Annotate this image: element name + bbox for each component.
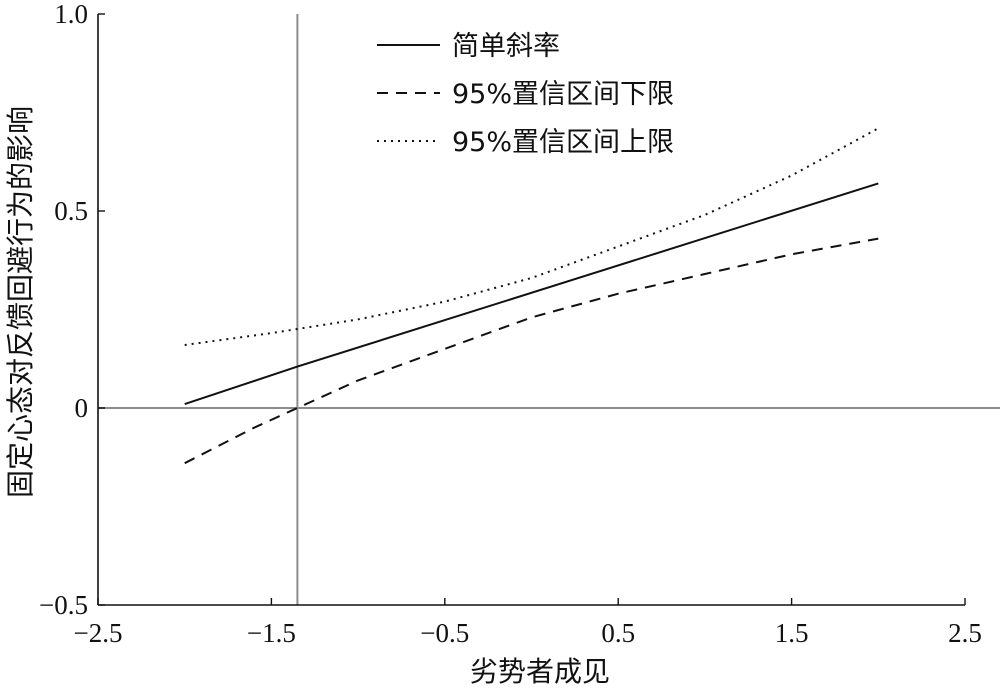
x-tick-label: −1.5: [247, 618, 296, 648]
x-tick-label: 1.5: [775, 618, 809, 648]
series-layer: [184, 127, 879, 465]
x-tick-label: 0.5: [601, 618, 635, 648]
y-tick-label: 0.5: [54, 196, 88, 226]
series-line-2: [184, 237, 879, 465]
x-tick-label: 2.5: [948, 618, 982, 648]
x-tick-label: −0.5: [420, 618, 469, 648]
legend-label-1: 简单斜率: [452, 31, 560, 62]
reference-lines: [98, 14, 1000, 605]
tick-labels: −2.5 −1.5 −0.5 0.5 1.5 2.5 −0.5 0 0.5 1.0: [39, 0, 982, 648]
x-axis-title: 劣势者成见: [470, 655, 610, 688]
legend: 简单斜率 95%置信区间下限 95%置信区间上限: [377, 31, 674, 158]
series-line-1: [184, 182, 879, 406]
y-tick-label: 1.0: [54, 0, 88, 29]
y-tick-label: −0.5: [39, 590, 88, 620]
axes: [97, 13, 966, 606]
legend-label-3: 95%置信区间上限: [452, 127, 674, 158]
x-tick-label: −2.5: [74, 618, 123, 648]
legend-label-2: 95%置信区间下限: [452, 79, 674, 110]
series-line-3: [184, 127, 879, 346]
y-axis-title: 固定心态对反馈回避行为的影响: [4, 106, 37, 498]
y-tick-label: 0: [75, 393, 89, 423]
